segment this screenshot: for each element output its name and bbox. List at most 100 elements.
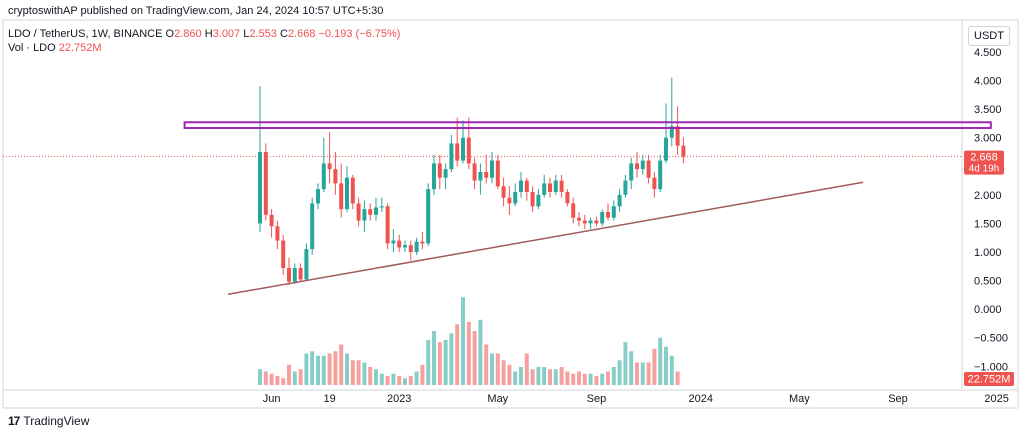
tradingview-brand: TradingView — [23, 414, 90, 428]
open-label: O — [165, 28, 175, 40]
close-label: C — [279, 28, 288, 40]
candle-body — [600, 211, 605, 224]
volume-bar — [606, 371, 610, 385]
high-value: 3.007 — [212, 28, 241, 40]
volume-bar — [542, 367, 547, 385]
symbol-legend[interactable]: LDO / TetherUS, 1W, BINANCE O2.860 H3.00… — [8, 28, 400, 40]
volume-bar — [513, 371, 518, 385]
volume-bar — [490, 353, 494, 385]
candle-body — [530, 191, 535, 207]
candle-body — [681, 145, 686, 157]
volume-bar — [524, 353, 529, 385]
low-value: 2.553 — [249, 28, 277, 40]
candle-body — [571, 203, 576, 218]
candle-body — [669, 126, 674, 138]
volume-bar — [269, 373, 274, 385]
volume-bar — [304, 353, 309, 385]
price-tick-label: 1.000 — [974, 247, 1002, 259]
candle-body — [519, 180, 523, 192]
volume-bar — [478, 319, 483, 385]
candle-body — [629, 163, 634, 181]
candle-body — [478, 171, 483, 181]
volume-bar — [623, 342, 628, 385]
symbol-title: LDO / TetherUS, 1W, BINANCE — [8, 28, 163, 40]
volume-badge-bg — [964, 372, 1014, 386]
volume-bar — [617, 360, 622, 385]
time-tick-label: 2023 — [387, 393, 411, 405]
volume-bar — [292, 371, 297, 385]
candle-body — [379, 206, 384, 208]
candle-body — [414, 241, 419, 252]
price-tick-label: 4.000 — [974, 76, 1002, 88]
time-tick-label: 2024 — [689, 393, 713, 405]
candle-body — [287, 268, 291, 282]
candle-body — [310, 203, 315, 250]
price-tick-label: 3.000 — [974, 133, 1002, 145]
candle-body — [658, 160, 663, 190]
candle-body — [345, 177, 349, 210]
open-value: 2.860 — [174, 28, 202, 40]
candle-body — [542, 183, 547, 195]
frame-border — [2, 19, 1019, 409]
candle-body — [611, 206, 616, 218]
candle-body — [606, 211, 610, 218]
volume-bar — [443, 340, 448, 385]
candle-body — [565, 191, 570, 204]
volume-bar — [408, 376, 413, 385]
volume-bar — [646, 362, 651, 385]
volume-bar — [669, 355, 674, 385]
volume-bar — [484, 344, 489, 385]
volume-bar — [426, 340, 431, 385]
candle-body — [617, 194, 622, 207]
candle-body — [362, 209, 367, 221]
candlestick-series — [258, 77, 686, 286]
candle-body — [403, 245, 407, 248]
candle-body — [640, 160, 645, 170]
last-price-badge: 2.668 4d 19h — [964, 150, 1004, 175]
candle-body — [368, 209, 373, 215]
resistance-zone[interactable] — [183, 121, 992, 129]
volume-bar — [536, 367, 541, 385]
volume-bar — [379, 373, 384, 385]
candle-body — [333, 169, 338, 184]
candle-body — [490, 160, 494, 178]
close-value: 2.668 — [287, 28, 316, 40]
candle-body — [391, 240, 396, 244]
price-tick-label: 0.000 — [974, 304, 1002, 316]
volume-histogram — [258, 297, 680, 385]
candle-body — [374, 207, 378, 215]
candle-body — [501, 186, 506, 198]
candle-body — [582, 220, 587, 224]
candle-body — [461, 137, 465, 161]
candle-body — [321, 163, 326, 190]
volume-bar — [345, 353, 349, 385]
volume-bar — [263, 371, 268, 385]
price-tick-label: 0.500 — [974, 276, 1002, 288]
tradingview-logo[interactable]: 17 TradingView — [8, 414, 89, 428]
volume-legend[interactable]: Vol · LDO 22.752M — [8, 42, 102, 54]
price-tick-label: −0.500 — [974, 333, 1008, 345]
currency-button[interactable]: USDT — [968, 26, 1010, 46]
volume-bar — [466, 322, 471, 385]
candle-body — [664, 137, 668, 161]
time-tick-label: Sep — [888, 393, 908, 405]
ascending-trendline[interactable] — [227, 181, 864, 296]
volume-bar — [275, 376, 280, 385]
time-tick-label: 19 — [323, 393, 335, 405]
time-scale[interactable]: Jun192023MaySep2024MaySep2025Ma — [263, 393, 1024, 405]
candle-body — [263, 151, 268, 215]
publisher-attribution: cryptoswithAP published on TradingView.c… — [8, 5, 384, 17]
volume-bar — [635, 362, 639, 385]
candle-body — [292, 268, 297, 282]
candle-body — [426, 189, 431, 244]
volume-bar — [350, 360, 355, 385]
volume-badge: 22.752M — [964, 372, 1014, 386]
volume-bar — [437, 342, 442, 385]
candle-body — [635, 163, 639, 170]
volume-bar — [553, 369, 558, 385]
price-scale[interactable]: 4.5004.0003.5003.0002.5002.0001.5001.000… — [974, 47, 1008, 373]
volume-bar — [582, 373, 587, 385]
volume-bar — [397, 376, 402, 385]
candle-body — [524, 180, 529, 192]
